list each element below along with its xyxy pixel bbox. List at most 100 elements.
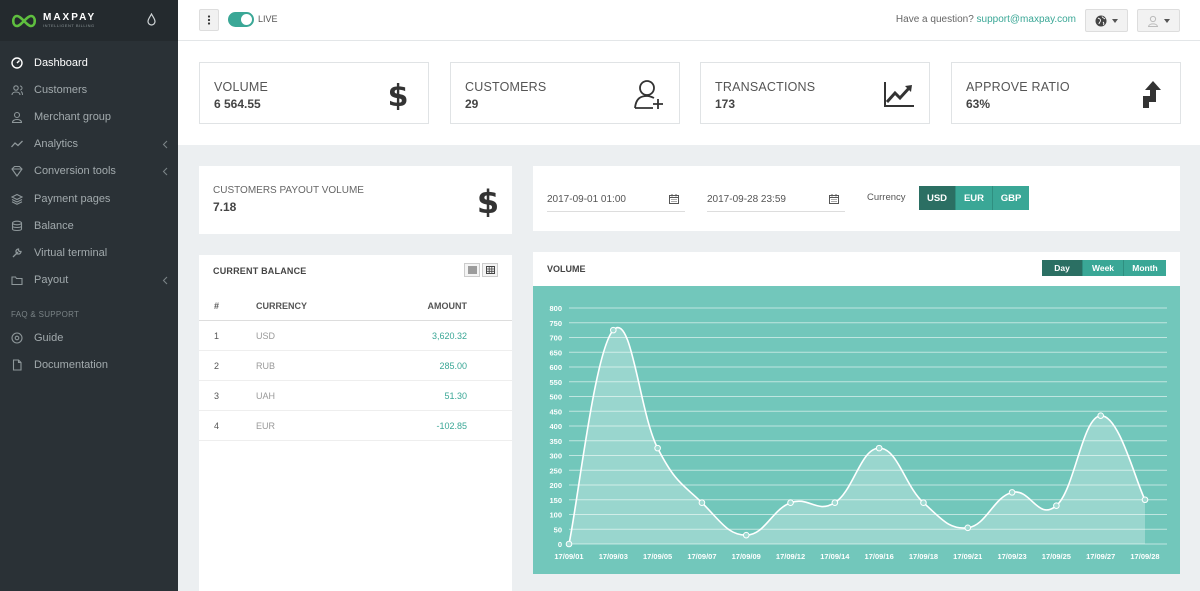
y-tick-label: 300 xyxy=(549,452,562,461)
grid-view-button[interactable] xyxy=(482,263,498,277)
sidebar-item-label: Payment pages xyxy=(34,192,111,205)
y-tick-label: 350 xyxy=(549,437,562,446)
currency-label: Currency xyxy=(867,192,906,203)
sidebar-item-label: Documentation xyxy=(34,359,108,372)
stat-customers: CUSTOMERS 29 xyxy=(450,62,680,124)
currency-usd-button[interactable]: USD xyxy=(919,186,956,210)
sidebar-item-customers[interactable]: Customers xyxy=(0,76,178,103)
sidebar-item-virtual-terminal[interactable]: Virtual terminal xyxy=(0,239,178,266)
sidebar-item-label: Merchant group xyxy=(34,110,112,123)
data-point xyxy=(1141,496,1149,504)
data-point xyxy=(831,499,839,506)
y-tick-label: 750 xyxy=(549,319,562,328)
layers-icon xyxy=(11,193,23,205)
period-week-button[interactable]: Week xyxy=(1083,260,1124,276)
folder-icon xyxy=(11,274,23,286)
calendar-icon[interactable] xyxy=(669,194,679,204)
x-tick-label: 17/09/01 xyxy=(554,552,583,561)
support-email-link[interactable]: support@maxpay.com xyxy=(976,14,1076,25)
y-tick-label: 200 xyxy=(549,481,562,490)
volume-title: VOLUME xyxy=(547,264,586,274)
period-month-button[interactable]: Month xyxy=(1124,260,1166,276)
sidebar-item-label: Guide xyxy=(34,332,64,345)
list-icon xyxy=(467,266,477,274)
live-toggle[interactable] xyxy=(228,12,254,27)
stat-value: 63% xyxy=(966,97,991,111)
sidebar-item-label: Dashboard xyxy=(34,56,88,69)
x-tick-label: 17/09/16 xyxy=(865,552,894,561)
sidebar-item-balance[interactable]: Balance xyxy=(0,212,178,239)
data-point xyxy=(875,444,883,452)
data-point xyxy=(565,540,573,548)
calendar-icon[interactable] xyxy=(829,194,839,204)
user-icon xyxy=(11,111,23,123)
payout-card: CUSTOMERS PAYOUT VOLUME 7.18 $ xyxy=(199,166,512,234)
table-icon xyxy=(485,266,495,274)
arrow-up-icon xyxy=(1143,81,1161,108)
col-header-amount: AMOUNT xyxy=(427,300,468,311)
x-tick-label: 17/09/14 xyxy=(820,552,850,561)
brand-tagline: INTELLIGENT BILLING xyxy=(43,23,95,28)
y-tick-label: 650 xyxy=(549,348,562,357)
period-day-button[interactable]: Day xyxy=(1042,260,1083,276)
caret-down-icon xyxy=(1164,18,1170,23)
sidebar-item-label: Payout xyxy=(34,274,69,287)
date-to-field[interactable]: 2017-09-28 23:59 xyxy=(707,188,845,212)
data-point xyxy=(742,531,750,539)
sidebar-item-merchant-group[interactable]: Merchant group xyxy=(0,103,178,130)
chevron-left-icon xyxy=(162,140,168,149)
data-point xyxy=(1053,502,1060,509)
sidebar-item-conversion-tools[interactable]: Conversion tools xyxy=(0,158,178,185)
sidebar-item-payment-pages[interactable]: Payment pages xyxy=(0,185,178,212)
table-row: 4 EUR -102.85 xyxy=(199,411,512,441)
y-tick-label: 700 xyxy=(549,334,562,343)
svg-text:$: $ xyxy=(478,184,498,217)
nav-section-faq: FAQ & SUPPORT xyxy=(11,309,80,319)
sidebar-item-label: Virtual terminal xyxy=(34,246,108,259)
row-index: 3 xyxy=(214,390,220,401)
add-user-icon xyxy=(634,80,663,109)
x-tick-label: 17/09/23 xyxy=(997,552,1026,561)
x-tick-label: 17/09/28 xyxy=(1130,552,1159,561)
currency-gbp-button[interactable]: GBP xyxy=(993,186,1029,210)
sidebar-item-dashboard[interactable]: Dashboard xyxy=(0,49,178,76)
logo[interactable]: MAXPAY INTELLIGENT BILLING xyxy=(10,13,96,28)
volume-chart-card: VOLUME Day Week Month 0 50 100 150 200 250 300… xyxy=(533,252,1180,574)
sidebar-item-payout[interactable]: Payout xyxy=(0,267,178,294)
sidebar-item-label: Balance xyxy=(34,219,74,232)
support-question: Have a question? support@maxpay.com xyxy=(896,14,1076,25)
more-menu-button[interactable] xyxy=(199,9,219,31)
row-currency: USD xyxy=(256,330,276,341)
balance-title: CURRENT BALANCE xyxy=(213,266,307,276)
data-point xyxy=(787,499,794,506)
y-tick-label: 800 xyxy=(549,304,562,313)
x-tick-label: 17/09/09 xyxy=(732,552,761,561)
language-dropdown[interactable] xyxy=(1085,9,1128,32)
date-from-field[interactable]: 2017-09-01 01:00 xyxy=(547,188,685,212)
table-row: 1 USD 3,620.32 xyxy=(199,321,512,351)
droplet-icon[interactable] xyxy=(147,13,156,26)
dollar-icon: $ xyxy=(478,184,498,217)
col-header-index: # xyxy=(214,300,220,311)
data-point xyxy=(654,444,661,452)
user-avatar-icon xyxy=(1147,15,1159,27)
row-currency: EUR xyxy=(256,420,276,431)
data-point xyxy=(964,524,972,532)
sidebar-item-documentation[interactable]: Documentation xyxy=(0,352,178,379)
stats-strip: VOLUME 6 564.55 $ CUSTOMERS 29 TRANSACTI… xyxy=(178,41,1200,145)
sidebar: MAXPAY INTELLIGENT BILLING Dashboard Cust… xyxy=(0,0,178,591)
row-currency: UAH xyxy=(256,390,276,401)
user-dropdown[interactable] xyxy=(1137,9,1180,32)
stat-approve-ratio: APPROVE RATIO 63% xyxy=(951,62,1181,124)
sidebar-item-guide[interactable]: Guide xyxy=(0,325,178,352)
row-amount: 3,620.32 xyxy=(431,330,467,341)
x-tick-label: 17/09/18 xyxy=(909,552,938,561)
main-nav: Dashboard Customers Merchant group Analytic… xyxy=(0,41,178,294)
table-row: 2 RUB 285.00 xyxy=(199,351,512,381)
date-from-value: 2017-09-01 01:00 xyxy=(547,194,626,205)
y-tick-label: 400 xyxy=(549,422,562,431)
stat-label: APPROVE RATIO xyxy=(966,80,1070,94)
list-view-button[interactable] xyxy=(464,263,480,277)
sidebar-item-analytics[interactable]: Analytics xyxy=(0,131,178,158)
currency-eur-button[interactable]: EUR xyxy=(956,186,993,210)
